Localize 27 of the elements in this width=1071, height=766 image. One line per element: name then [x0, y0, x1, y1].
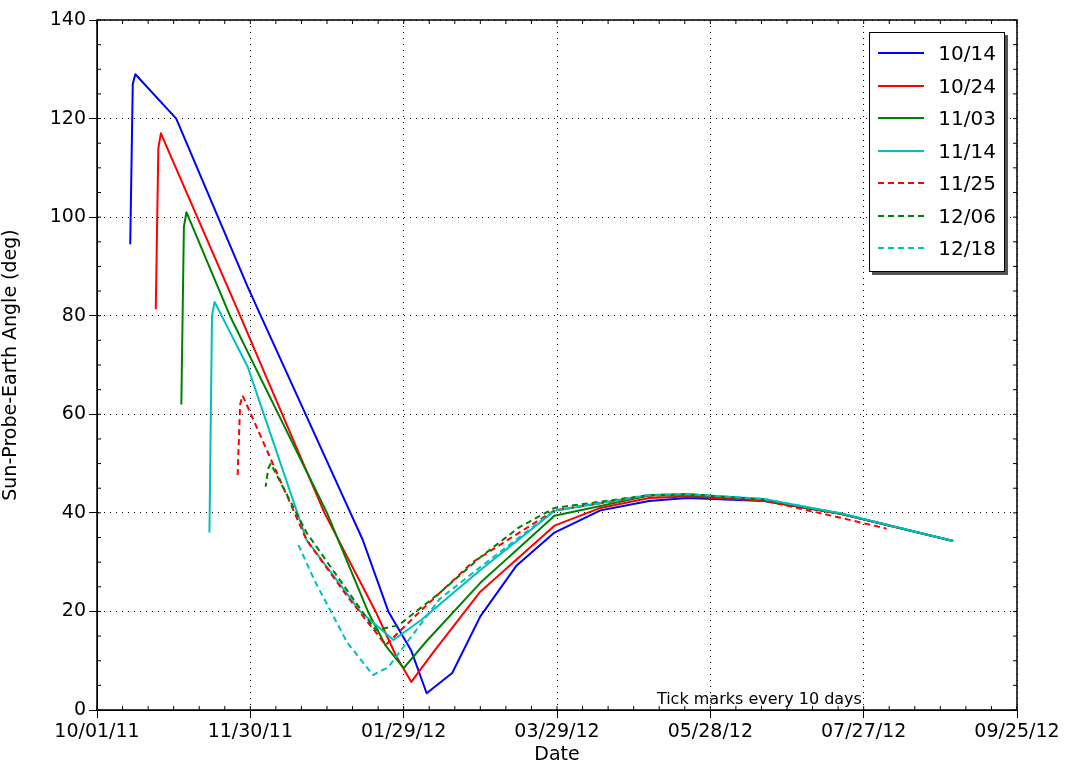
legend-label: 10/24 [938, 73, 996, 98]
line-series [236, 394, 888, 646]
x-tick-label: 07/27/12 [820, 719, 907, 742]
legend-label: 11/14 [938, 138, 996, 163]
y-tick-label: 0 [73, 696, 86, 719]
y-tick-label: 140 [49, 6, 86, 29]
x-tick-label: 05/28/12 [667, 719, 754, 742]
y-tick-label: 100 [49, 204, 86, 227]
legend-label: 12/06 [938, 203, 996, 228]
legend-label: 12/18 [938, 236, 996, 261]
y-tick-label: 80 [61, 302, 86, 325]
annotation: Tick marks every 10 days [655, 689, 862, 709]
line-series [264, 462, 765, 632]
x-tick-label: 10/01/11 [54, 719, 140, 742]
x-tick-label: 11/30/11 [207, 719, 294, 742]
y-tick-label: 20 [61, 598, 86, 621]
legend-label: 11/25 [938, 171, 996, 196]
legend-label: 11/03 [938, 106, 996, 131]
x-tick-label: 01/29/12 [360, 719, 447, 742]
legend-label: 10/14 [938, 41, 996, 66]
x-tick-label: 09/25/12 [974, 719, 1060, 742]
y-tick-label: 120 [49, 105, 86, 128]
x-tick-label: 03/29/12 [514, 719, 600, 742]
y-tick-label: 40 [61, 499, 86, 522]
y-axis-title: Sun-Probe-Earth Angle (deg) [0, 229, 21, 501]
x-axis-title: Date [534, 741, 580, 764]
y-tick-label: 60 [61, 401, 86, 424]
